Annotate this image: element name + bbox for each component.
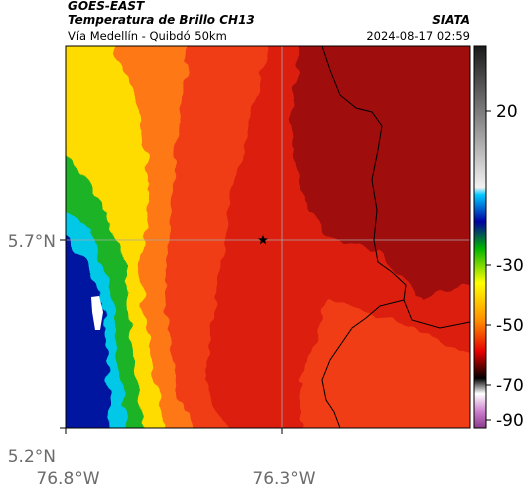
region-subtitle: Vía Medellín - Quibdó 50km	[68, 29, 227, 43]
x-tick-label: 76.3°W	[252, 469, 315, 489]
temperature-field	[66, 46, 470, 428]
map-frame	[65, 45, 471, 429]
star-icon	[258, 235, 268, 245]
colorbar-label: 20	[496, 102, 518, 122]
colorbar-label: -30	[496, 256, 524, 276]
y-tick-label: 5.7°N	[8, 232, 56, 252]
colorbar: 20 -30 -50 -70 -90	[473, 45, 524, 431]
product-title: Temperatura de Brillo CH13	[68, 13, 255, 27]
brand-label: SIATA	[432, 13, 470, 27]
satellite-title: GOES-EAST	[68, 0, 145, 13]
cold-core-white	[91, 296, 103, 330]
colorbar-label: -70	[496, 376, 524, 396]
y-tick-label: 5.2°N	[8, 447, 56, 467]
boundary-line	[321, 46, 470, 329]
field-dark-red	[290, 46, 470, 300]
timestamp-label: 2024-08-17 02:59	[366, 29, 470, 43]
boundary-line-south	[321, 299, 405, 428]
colorbar-scale	[473, 45, 487, 429]
field-orange-red-se	[300, 300, 470, 428]
grid-lines	[66, 46, 470, 428]
colorbar-label: -50	[496, 316, 524, 336]
field-blue	[66, 237, 112, 428]
colorbar-label: -90	[496, 411, 524, 431]
x-tick-label: 76.8°W	[36, 469, 99, 489]
